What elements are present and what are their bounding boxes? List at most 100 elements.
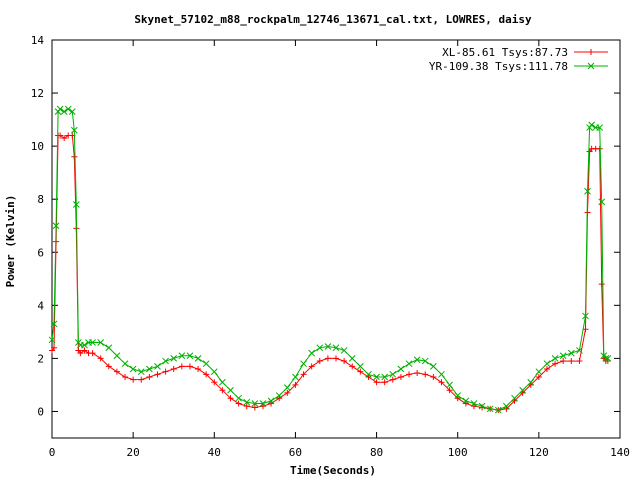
data-point xyxy=(438,370,445,378)
data-point xyxy=(365,370,372,378)
data-point xyxy=(77,350,84,357)
y-tick-label: 8 xyxy=(37,193,44,206)
plot-frame xyxy=(51,39,621,439)
data-point xyxy=(373,379,380,386)
data-point xyxy=(349,363,356,370)
data-point xyxy=(292,373,299,381)
data-point xyxy=(203,371,210,378)
data-point xyxy=(527,378,535,386)
data-point xyxy=(97,355,104,362)
data-point xyxy=(251,400,259,407)
data-point xyxy=(202,360,210,368)
data-point xyxy=(162,357,169,365)
data-point xyxy=(454,392,462,399)
data-point xyxy=(584,187,591,195)
data-point xyxy=(60,108,68,115)
data-point xyxy=(121,360,129,368)
data-point xyxy=(397,365,405,373)
series-1 xyxy=(49,132,611,414)
data-point xyxy=(227,386,234,394)
data-point xyxy=(535,373,542,380)
data-point xyxy=(48,336,56,344)
data-point xyxy=(170,366,177,373)
data-point xyxy=(235,394,242,402)
data-point xyxy=(56,105,64,113)
data-point xyxy=(186,352,194,360)
data-point xyxy=(588,121,595,129)
data-point xyxy=(340,347,348,354)
data-point xyxy=(560,358,567,365)
data-point xyxy=(602,355,610,362)
data-point xyxy=(195,366,202,373)
data-point xyxy=(186,363,193,370)
data-point xyxy=(389,376,396,383)
data-point xyxy=(567,349,575,357)
data-point xyxy=(68,108,76,115)
series-layer xyxy=(48,105,612,414)
data-point xyxy=(211,379,218,386)
data-point xyxy=(405,360,413,368)
data-point xyxy=(113,368,120,375)
y-tick-label: 10 xyxy=(31,140,44,153)
data-point xyxy=(105,344,113,352)
data-point xyxy=(478,402,486,410)
data-point xyxy=(316,344,324,352)
data-point xyxy=(194,355,202,362)
chart-title: Skynet_57102_m88_rockpalm_12746_13671_ca… xyxy=(134,13,532,26)
data-point xyxy=(52,222,60,230)
data-point xyxy=(470,400,478,407)
data-point xyxy=(81,347,88,354)
data-point xyxy=(503,402,510,410)
data-point xyxy=(381,373,389,381)
y-tick-label: 6 xyxy=(37,246,44,259)
data-point xyxy=(162,368,169,375)
data-point xyxy=(178,352,186,360)
data-point xyxy=(275,392,283,399)
data-point xyxy=(397,373,404,380)
data-point xyxy=(462,397,470,405)
data-point xyxy=(243,403,250,410)
data-point xyxy=(357,368,364,375)
data-point xyxy=(243,398,251,406)
data-point xyxy=(284,389,291,396)
x-tick-label: 100 xyxy=(448,446,468,459)
data-point xyxy=(373,373,380,381)
data-point xyxy=(146,373,153,380)
data-point xyxy=(604,355,612,362)
data-point xyxy=(596,124,604,131)
data-point xyxy=(422,371,429,378)
data-point xyxy=(283,384,291,391)
data-point xyxy=(446,387,453,394)
data-point xyxy=(308,363,315,370)
data-point xyxy=(81,341,88,349)
data-point xyxy=(64,105,72,113)
data-point xyxy=(356,363,364,370)
data-point xyxy=(72,201,80,208)
data-point xyxy=(332,344,340,352)
data-point xyxy=(576,347,583,354)
y-tick-label: 12 xyxy=(31,87,44,100)
x-tick-label: 40 xyxy=(208,446,221,459)
data-point xyxy=(446,381,453,389)
legend-label: YR-109.38 Tsys:111.78 xyxy=(429,60,568,73)
data-point xyxy=(596,145,603,152)
data-point xyxy=(587,62,595,70)
data-point xyxy=(494,406,502,414)
data-point xyxy=(582,312,589,320)
data-point xyxy=(122,373,129,380)
x-axis-label: Time(Seconds) xyxy=(290,464,376,477)
data-point xyxy=(219,387,226,394)
data-point xyxy=(381,379,388,386)
data-point xyxy=(341,358,348,365)
data-point xyxy=(227,395,234,402)
data-point xyxy=(89,350,96,357)
data-point xyxy=(129,365,137,373)
y-tick-label: 4 xyxy=(37,299,44,312)
x-tick-label: 0 xyxy=(49,446,56,459)
data-point xyxy=(154,363,161,370)
x-axis: 0 20 40 60 80 100 120 140 xyxy=(49,40,630,459)
x-tick-label: 60 xyxy=(289,446,302,459)
data-point xyxy=(97,339,105,346)
